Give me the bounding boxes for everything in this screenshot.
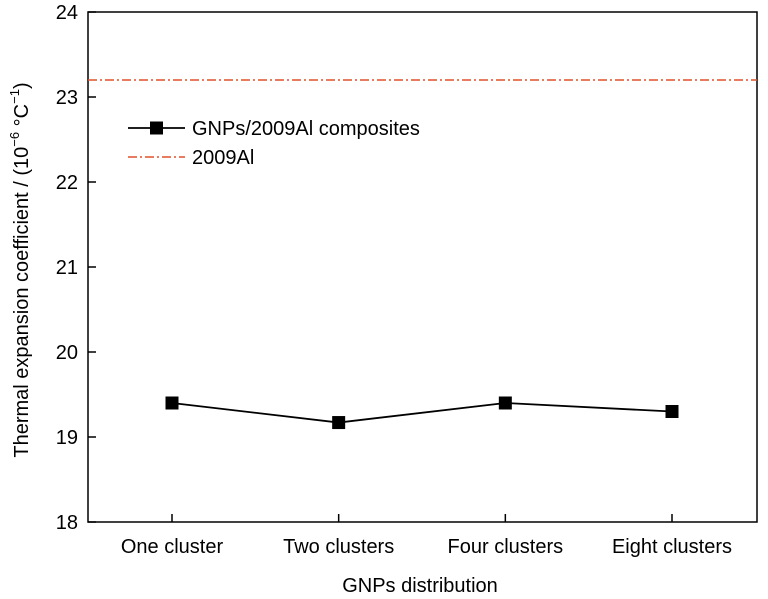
data-point-marker — [332, 416, 346, 430]
legend-marker-composites — [150, 121, 163, 135]
y-axis-title: Thermal expansion coefficient / (10−6 °C… — [7, 82, 33, 457]
x-tick-label: Eight clusters — [612, 536, 732, 558]
plot-frame — [87, 11, 758, 523]
y-tick-label: 21 — [56, 257, 78, 279]
y-axis-ticks: 18 19 20 21 22 23 24 — [56, 2, 96, 534]
legend: GNPs/2009Al composites 2009Al — [128, 118, 420, 169]
y-tick-label: 24 — [56, 2, 78, 24]
legend-label-composites: GNPs/2009Al composites — [192, 118, 420, 140]
y-axis-title-text: Thermal expansion coefficient / (10 — [11, 147, 33, 458]
x-axis-ticks: One cluster Two clusters Four clusters Eigh… — [121, 514, 732, 558]
y-axis-title-unit: °C — [11, 104, 33, 132]
y-tick-label: 22 — [56, 172, 78, 194]
data-point-marker — [665, 405, 679, 418]
series-group — [165, 396, 679, 430]
series-line — [171, 402, 673, 424]
y-tick-label: 19 — [56, 427, 78, 449]
data-point-marker — [498, 396, 512, 410]
y-tick-label: 23 — [56, 87, 78, 109]
x-tick-label: One cluster — [121, 536, 224, 558]
x-axis-title: GNPs distribution — [342, 575, 498, 597]
y-tick-label: 18 — [56, 512, 78, 534]
x-tick-label: Four clusters — [448, 536, 564, 558]
y-axis-title-exponent-1: −6 — [7, 132, 22, 147]
y-axis-title-end: ) — [11, 82, 33, 89]
x-tick-label: Two clusters — [283, 536, 394, 558]
axes — [87, 11, 758, 523]
data-point-marker — [165, 396, 179, 410]
y-axis-title-exponent-2: −1 — [7, 89, 22, 104]
y-tick-label: 20 — [56, 342, 78, 364]
legend-label-2009al: 2009Al — [192, 147, 254, 169]
